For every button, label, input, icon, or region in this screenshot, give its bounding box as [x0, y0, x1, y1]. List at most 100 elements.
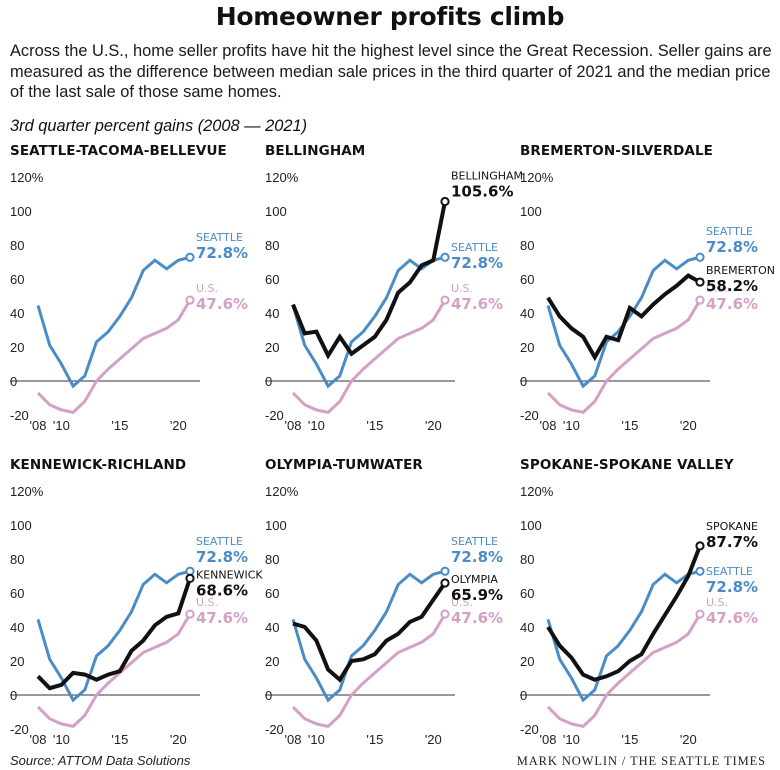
y-tick-label: 40: [10, 306, 24, 321]
y-tick-label: 120%: [10, 484, 44, 499]
y-tick-label: 60: [10, 586, 24, 601]
series-value-label: 47.6%: [706, 295, 758, 313]
series-value-label: 72.8%: [706, 238, 758, 256]
y-tick-label: 100: [265, 204, 287, 219]
y-tick-label: -20: [10, 408, 29, 423]
end-point-marker: [440, 578, 450, 588]
source-note: Source: ATTOM Data Solutions: [10, 753, 191, 768]
series-name-label: U.S.: [196, 282, 218, 295]
y-tick-label: 80: [10, 552, 24, 567]
series-name-label: U.S.: [196, 596, 218, 609]
panel-title: KENNEWICK-RICHLAND: [10, 457, 187, 473]
y-tick-label: 100: [520, 204, 542, 219]
x-tick-label: '10: [53, 732, 70, 747]
series-value-label: 47.6%: [451, 609, 503, 627]
series-value-label: 47.6%: [706, 609, 758, 627]
series-value-label: 68.6%: [196, 581, 248, 599]
series-line-us: [36, 299, 192, 415]
line-chart-kennewick: 120%100806040200-20'08'10'15'20U.S.47.6%…: [10, 484, 263, 747]
panel-title: BELLINGHAM: [265, 143, 366, 159]
x-tick-label: '15: [621, 418, 638, 433]
y-tick-label: 120%: [265, 170, 299, 185]
y-tick-label: 80: [10, 238, 24, 253]
x-tick-label: '15: [111, 732, 128, 747]
y-tick-label: -20: [520, 408, 539, 423]
series-name-label: SEATTLE: [196, 535, 243, 548]
end-point-marker: [440, 252, 450, 262]
y-tick-label: 120%: [520, 484, 554, 499]
y-tick-label: 60: [265, 272, 279, 287]
series-name-label: U.S.: [451, 282, 473, 295]
series-value-label: 58.2%: [706, 277, 758, 295]
series-name-label: SEATTLE: [706, 225, 753, 238]
x-tick-label: '15: [111, 418, 128, 433]
end-point-marker: [185, 252, 195, 262]
panel-title: SPOKANE-SPOKANE VALLEY: [520, 457, 734, 473]
x-tick-label: '15: [366, 418, 383, 433]
panel-bellingham: BELLINGHAM 120%100806040200-20'08'10'15'…: [265, 143, 525, 453]
x-tick-label: '08: [285, 732, 302, 747]
series-value-label: 47.6%: [196, 609, 248, 627]
credit-line: MARK NOWLIN / THE SEATTLE TIMES: [516, 754, 766, 768]
series-value-label: 72.8%: [706, 578, 758, 596]
y-tick-label: 20: [10, 340, 24, 355]
series-line-olympia: [292, 581, 447, 683]
y-tick-label: 60: [520, 272, 534, 287]
series-name-label: U.S.: [706, 596, 728, 609]
y-tick-label: 100: [10, 518, 32, 533]
x-tick-label: '20: [680, 418, 697, 433]
line-chart-olympia: 120%100806040200-20'08'10'15'20U.S.47.6%…: [265, 484, 503, 747]
y-tick-label: 120%: [520, 170, 554, 185]
chart-title: Homeowner profits climb: [215, 2, 565, 31]
panel-spokane-spokane-valley: SPOKANE-SPOKANE VALLEY 120%100806040200-…: [520, 457, 780, 767]
x-tick-label: '08: [540, 418, 557, 433]
y-tick-label: 40: [520, 620, 534, 635]
series-name-label: BELLINGHAM: [451, 169, 523, 182]
y-tick-label: 60: [520, 586, 534, 601]
end-point-marker: [185, 566, 195, 576]
y-tick-label: 100: [265, 518, 287, 533]
series-value-label: 65.9%: [451, 586, 503, 604]
series-value-label: 47.6%: [196, 295, 248, 313]
panel-olympia-tumwater: OLYMPIA-TUMWATER 120%100806040200-20'08'…: [265, 457, 525, 767]
end-point-marker: [185, 295, 195, 305]
y-tick-label: 100: [520, 518, 542, 533]
series-line-kennewick: [36, 577, 192, 691]
panel-title: SEATTLE-TACOMA-BELLEVUE: [10, 143, 227, 159]
series-value-label: 72.8%: [196, 548, 248, 566]
y-tick-label: 80: [265, 238, 279, 253]
y-tick-label: -20: [10, 722, 29, 737]
series-line-seattle: [36, 569, 191, 703]
series-line-us: [291, 299, 447, 415]
series-line-us: [546, 299, 702, 415]
end-point-marker: [185, 573, 195, 583]
series-name-label: SEATTLE: [451, 241, 498, 254]
series-name-label: SPOKANE: [706, 520, 758, 533]
end-point-marker: [695, 566, 705, 576]
series-name-label: SEATTLE: [706, 565, 753, 578]
line-chart-seattle: 120%100806040200-20'08'10'15'20U.S.47.6%…: [10, 170, 248, 433]
series-value-label: 87.7%: [706, 533, 758, 551]
y-tick-label: 120%: [10, 170, 44, 185]
x-tick-label: '08: [30, 732, 47, 747]
y-tick-label: 60: [10, 272, 24, 287]
series-value-label: 72.8%: [451, 548, 503, 566]
y-tick-label: 20: [520, 340, 534, 355]
end-point-marker: [440, 196, 450, 207]
end-point-marker: [695, 609, 705, 619]
x-tick-label: '08: [30, 418, 47, 433]
y-tick-label: 120%: [265, 484, 299, 499]
series-name-label: BREMERTON: [706, 264, 775, 277]
y-tick-label: 80: [520, 238, 534, 253]
y-tick-label: -20: [265, 408, 284, 423]
y-tick-label: 20: [265, 654, 279, 669]
end-point-marker: [695, 277, 705, 287]
x-tick-label: '20: [425, 732, 442, 747]
series-line-bellingham: [291, 201, 447, 360]
x-tick-label: '10: [308, 732, 325, 747]
x-tick-label: '08: [540, 732, 557, 747]
x-tick-label: '15: [366, 732, 383, 747]
y-tick-label: 40: [265, 306, 279, 321]
series-line-seattle: [291, 255, 446, 389]
y-tick-label: 80: [265, 552, 279, 567]
